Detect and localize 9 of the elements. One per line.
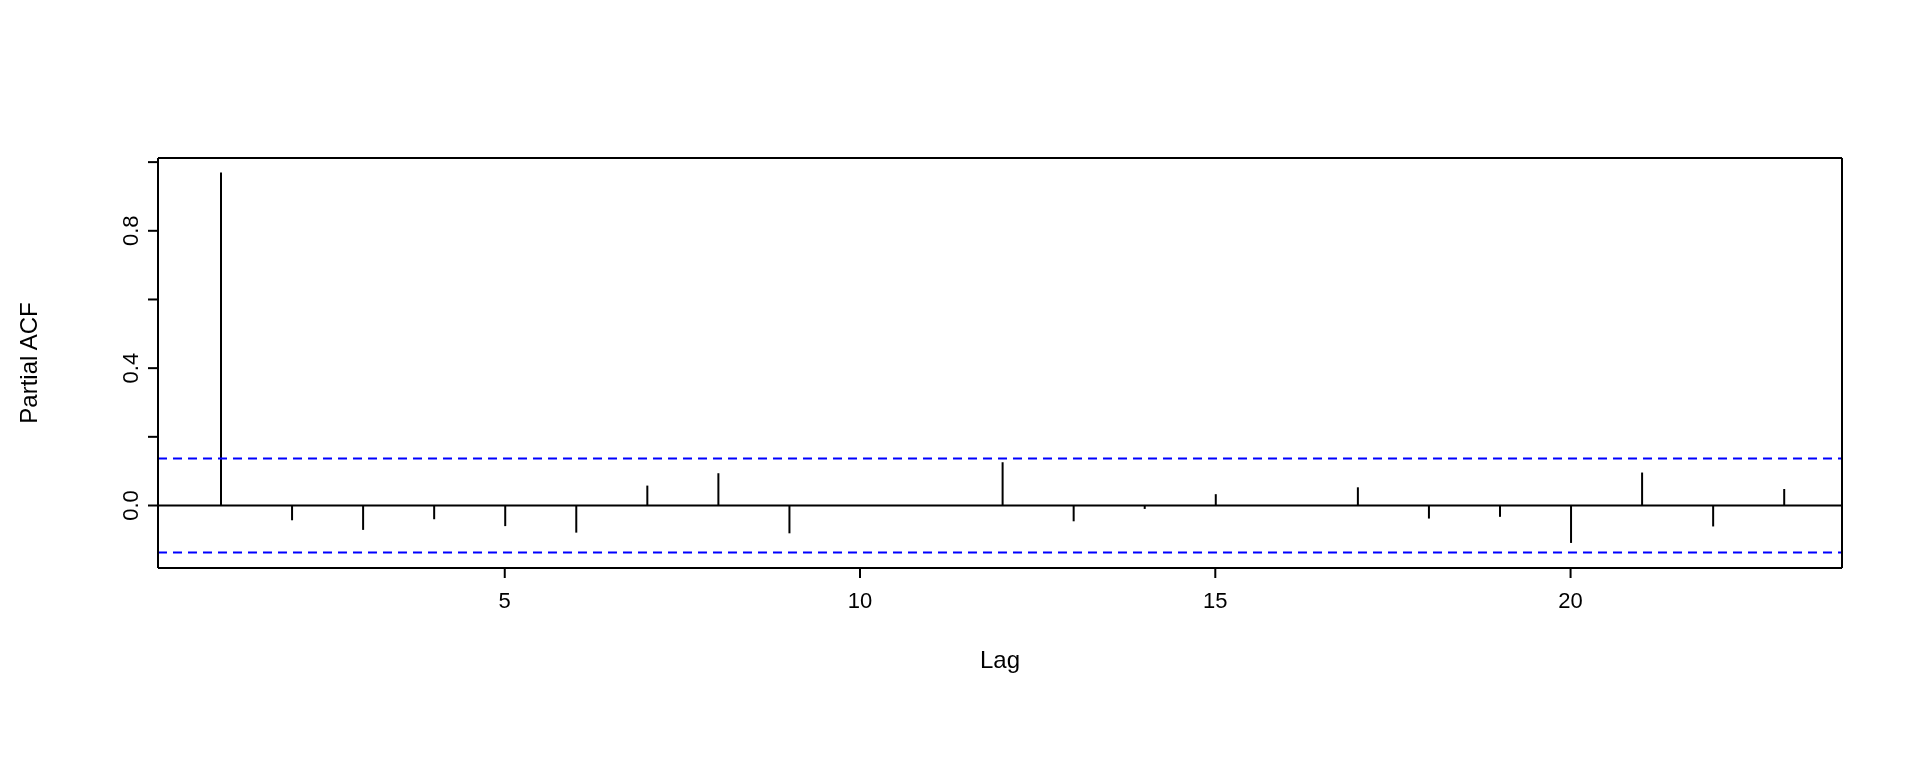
x-tick-label: 5 [498,587,511,613]
x-tick-label: 10 [847,587,873,613]
y-tick-label: 0.8 [118,215,143,247]
x-axis-title: Lag [979,646,1021,673]
x-tick-label: 15 [1203,587,1228,613]
x-tick-label: 20 [1558,587,1583,613]
y-axis-title: Partial ACF [14,302,42,424]
y-tick-label: 0.0 [118,490,143,521]
y-tick-label: 0.4 [118,352,143,384]
